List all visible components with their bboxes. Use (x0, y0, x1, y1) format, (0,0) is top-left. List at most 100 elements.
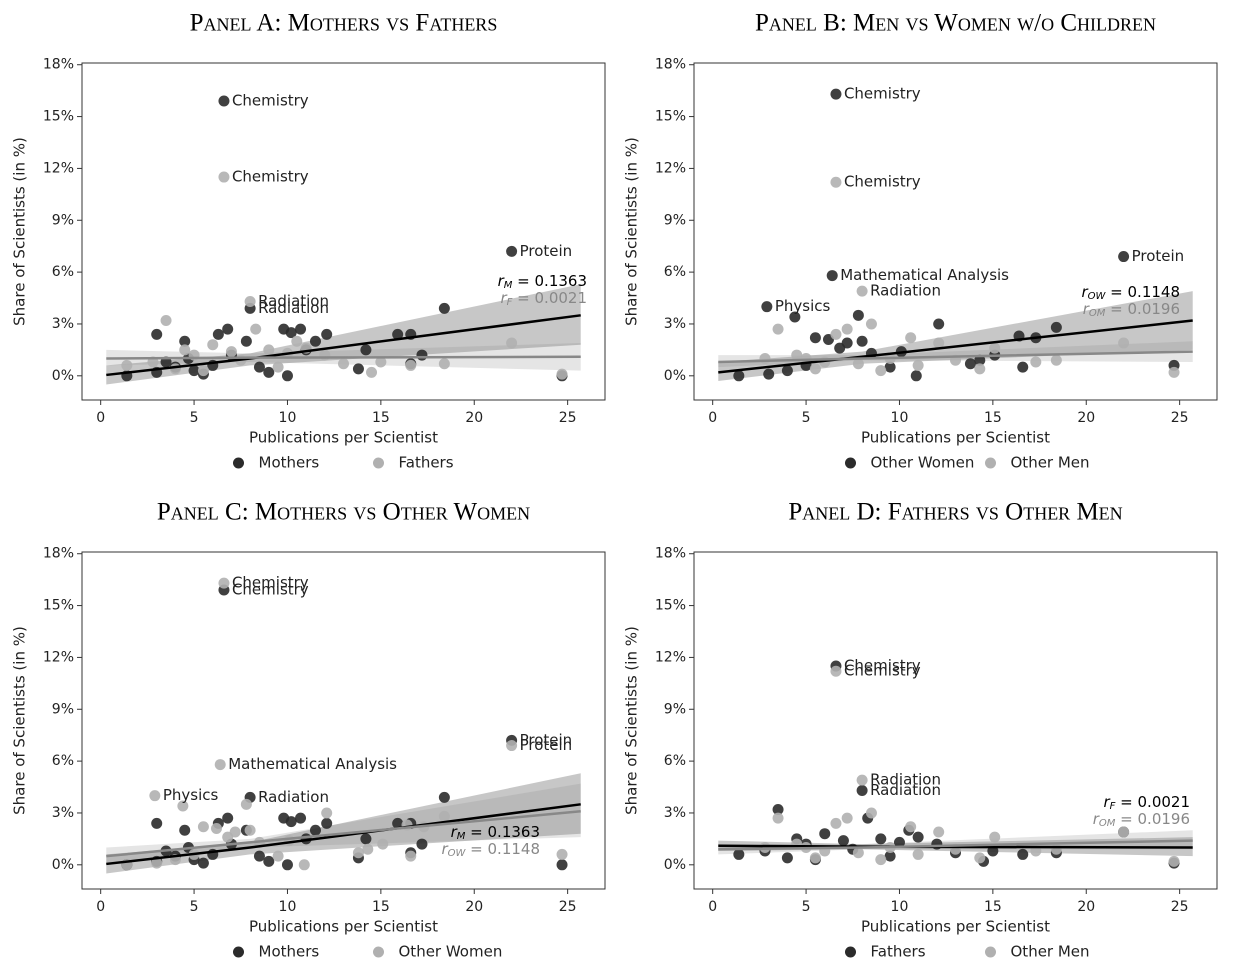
stat-subscript: OW (1088, 291, 1107, 302)
y-tick-label: 9% (52, 701, 74, 717)
point-label: Protein (1132, 247, 1185, 265)
confidence-band (106, 284, 581, 385)
data-point (416, 838, 428, 850)
x-tick-label: 15 (372, 410, 390, 426)
data-point (830, 665, 842, 677)
trend-line (718, 319, 1193, 374)
data-point (405, 359, 417, 371)
point-label: Radiation (870, 781, 941, 799)
data-point (222, 323, 234, 335)
stat-symbol: r (500, 289, 507, 307)
data-point (830, 817, 842, 829)
correlation-label: rF = 0.0021 (500, 289, 587, 309)
data-point (160, 315, 172, 327)
data-point (1118, 337, 1130, 349)
x-axis-label: Publications per Scientist (861, 429, 1050, 447)
data-point (1050, 354, 1062, 366)
data-point (212, 328, 224, 340)
y-tick-label: 15% (43, 598, 74, 614)
stat-symbol: r (498, 272, 505, 290)
data-point (1168, 855, 1180, 867)
x-tick-label: 15 (984, 410, 1002, 426)
data-point (416, 349, 428, 361)
legend-marker (373, 946, 384, 958)
x-tick-label: 20 (465, 410, 483, 426)
data-point (865, 318, 877, 330)
panel-title: Panel C: Mothers vs Other Women (157, 499, 530, 526)
data-point (253, 361, 265, 373)
data-point (295, 323, 307, 335)
data-point (974, 852, 986, 864)
panel: Panel A: Mothers vs Fathers 0% 3% 6% 9% 12% 15… (11, 10, 606, 472)
data-point (852, 847, 864, 859)
data-point (281, 859, 293, 871)
legend-label: Mothers (259, 454, 320, 472)
point-label: Protein (520, 736, 573, 754)
data-point (789, 311, 801, 323)
plot-frame (81, 551, 606, 890)
stat-subscript: OM (1089, 308, 1106, 319)
y-tick-label: 18% (655, 57, 686, 73)
legend-label: Other Women (871, 454, 975, 472)
x-tick-label: 5 (190, 410, 199, 426)
data-point (179, 344, 191, 356)
y-tick-label: 18% (43, 546, 74, 562)
data-point (218, 577, 230, 589)
trend-line (718, 350, 1193, 364)
data-point (781, 852, 793, 864)
data-point (362, 843, 374, 855)
data-point (263, 366, 275, 378)
data-point (556, 368, 568, 380)
legend-label: Other Women (399, 943, 503, 960)
plot-frame (693, 551, 1218, 890)
data-point (910, 370, 922, 382)
x-tick-label: 25 (1171, 410, 1189, 426)
x-axis-label: Publications per Scientist (861, 918, 1050, 936)
x-axis-label: Publications per Scientist (249, 429, 438, 447)
point-label: Radiation (258, 788, 329, 806)
legend-marker (233, 946, 244, 958)
stat-symbol: r (441, 840, 448, 858)
y-tick-label: 3% (52, 316, 74, 332)
stat-text: = 0.1363 (465, 823, 540, 841)
legend-label: Other Men (1011, 943, 1090, 960)
data-point (841, 323, 853, 335)
point-label: Chemistry (232, 581, 309, 599)
point-label: Chemistry (844, 662, 921, 680)
data-point (1030, 356, 1042, 368)
data-point (772, 804, 784, 816)
point-label: Mathematical Analysis (840, 266, 1009, 284)
data-point (218, 171, 230, 183)
data-point (375, 356, 387, 368)
y-tick-label: 12% (655, 649, 686, 665)
x-tick-label: 25 (1171, 899, 1189, 915)
y-tick-label: 3% (52, 805, 74, 821)
data-point (733, 370, 745, 382)
stat-text: = 0.1148 (1105, 283, 1180, 301)
point-label: Chemistry (844, 85, 921, 103)
data-point (338, 358, 349, 370)
point-label: Physics (163, 786, 219, 804)
data-point (884, 361, 896, 373)
y-tick-label: 15% (43, 109, 74, 125)
panel: Panel C: Mothers vs Other Women 0% 3% 6% 9% 1… (11, 499, 606, 960)
data-point (405, 850, 417, 862)
data-point (912, 848, 924, 860)
data-point (852, 309, 864, 321)
x-tick-label: 25 (559, 899, 577, 915)
data-point (763, 368, 775, 380)
y-tick-label: 0% (664, 857, 686, 873)
x-tick-label: 0 (96, 899, 105, 915)
legend-marker (985, 457, 996, 469)
data-point (933, 337, 945, 349)
plot-frame (693, 62, 1218, 401)
data-point (989, 342, 1001, 354)
stat-subscript: M (457, 831, 466, 842)
trend-line (106, 803, 581, 866)
stat-text: = 0.0021 (512, 289, 587, 307)
data-point (856, 784, 868, 796)
stat-subscript: OM (1099, 818, 1116, 829)
data-point (188, 365, 200, 377)
x-tick-label: 5 (190, 899, 199, 915)
